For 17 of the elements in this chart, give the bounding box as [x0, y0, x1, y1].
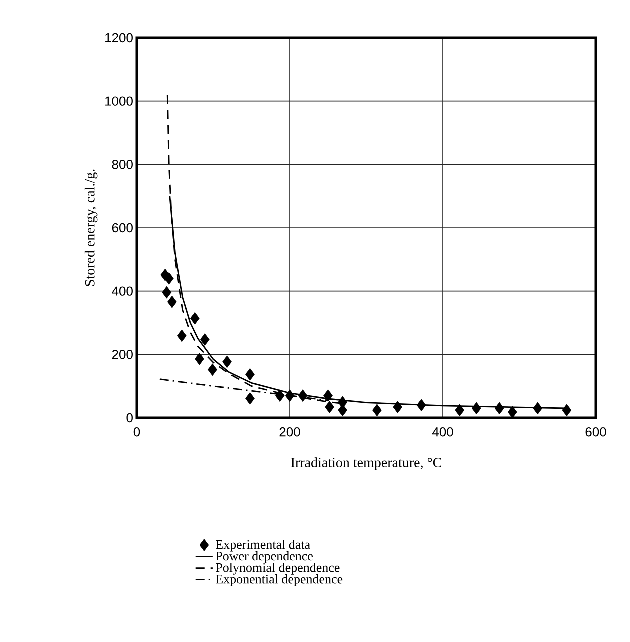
legend-label: Exponential dependence — [216, 574, 343, 586]
y-tick-label: 0 — [126, 413, 133, 423]
x-tick-label: 400 — [432, 428, 454, 437]
y-tick-label: 600 — [112, 223, 133, 233]
y-tick-label: 800 — [112, 160, 133, 170]
y-tick-label: 200 — [112, 350, 133, 360]
legend-label: Experimental data — [216, 540, 310, 552]
legend-label: Polynomial dependence — [216, 563, 340, 575]
x-tick-label: 600 — [586, 428, 606, 437]
x-axis-title: Irradiation temperature, °C — [291, 458, 442, 470]
y-axis-title: Stored energy, cal./g. — [84, 170, 98, 286]
y-tick-label: 1200 — [106, 33, 133, 43]
x-tick-label: 200 — [280, 428, 300, 437]
y-tick-label: 1000 — [106, 96, 133, 106]
legend-label: Power dependence — [216, 552, 313, 564]
y-tick-label: 400 — [112, 286, 133, 296]
x-tick-label: 0 — [134, 428, 140, 437]
